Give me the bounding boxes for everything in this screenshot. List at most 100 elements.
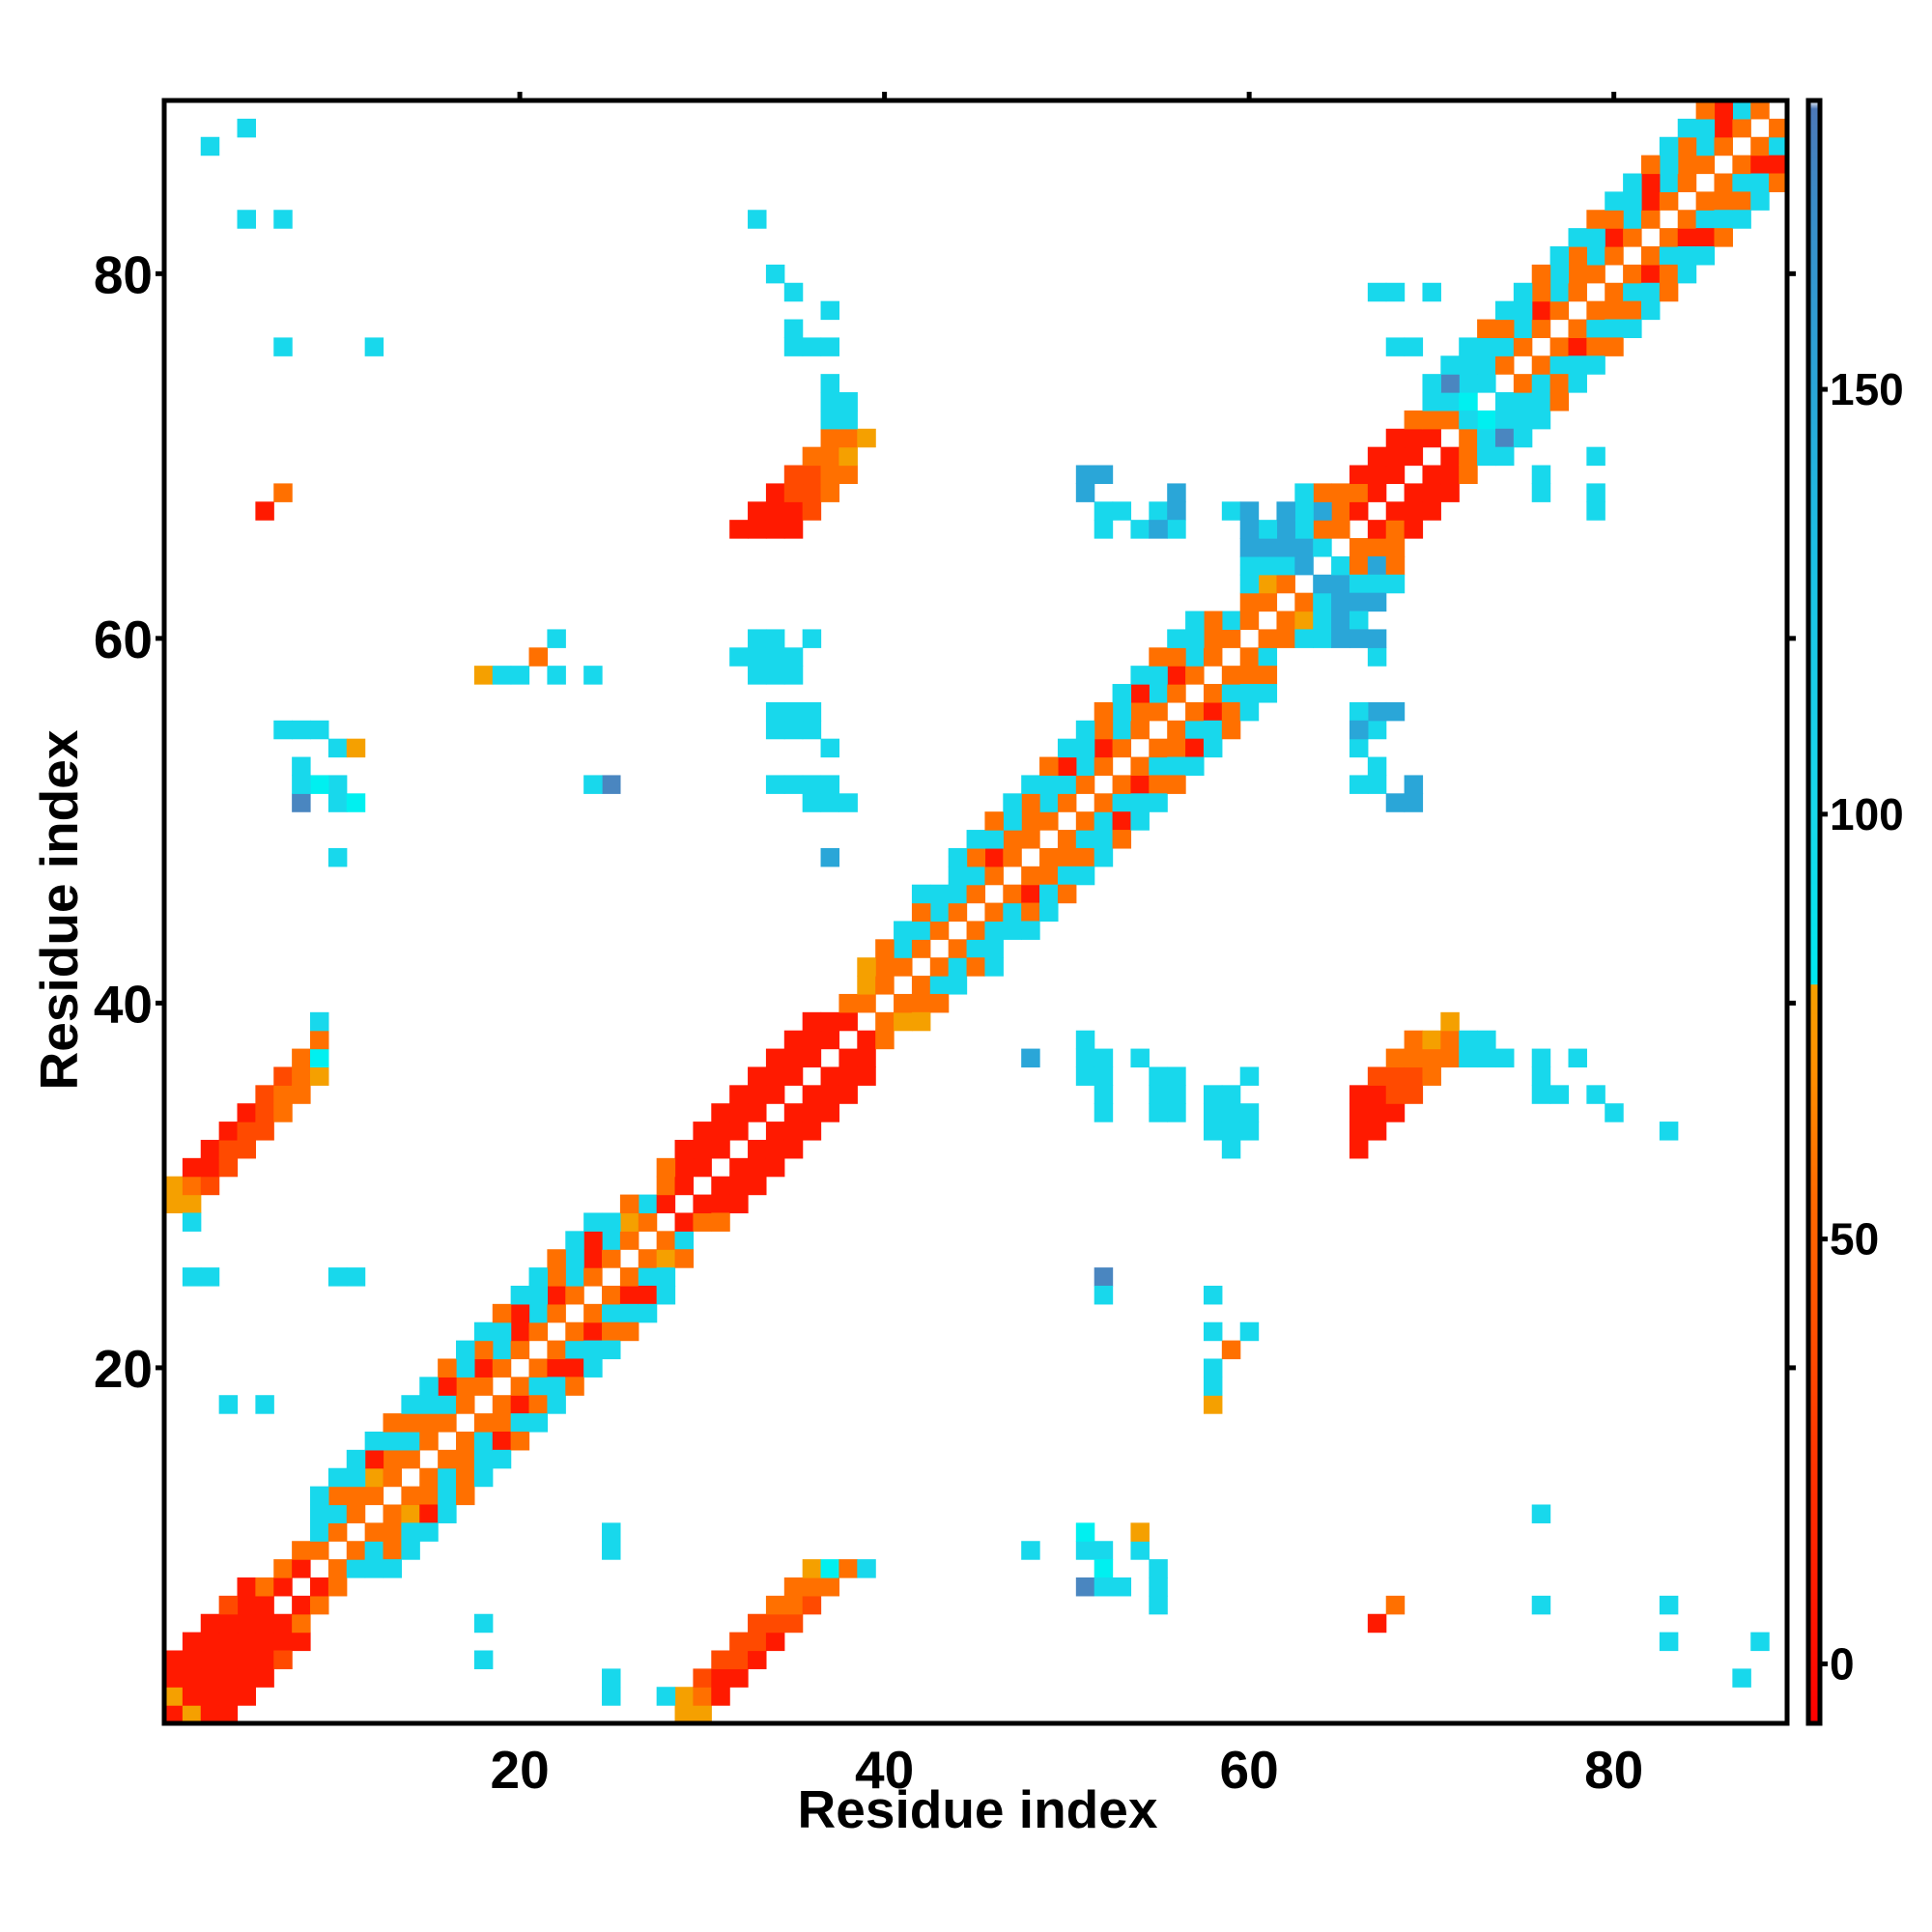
heatmap-cell <box>1477 319 1496 338</box>
heatmap-cell <box>1149 1066 1168 1086</box>
heatmap-cell <box>1294 592 1314 612</box>
heatmap-cell <box>1331 574 1350 594</box>
heatmap-cell <box>875 957 895 977</box>
heatmap-cell <box>583 1321 603 1342</box>
heatmap-cell <box>1586 210 1605 229</box>
heatmap-cell <box>1039 866 1059 886</box>
heatmap-cell <box>200 1176 220 1196</box>
heatmap-cell <box>1367 647 1387 667</box>
heatmap-cell <box>1477 355 1496 375</box>
heatmap-cell <box>1221 684 1241 703</box>
heatmap-cell <box>748 666 767 685</box>
heatmap-cell <box>1167 720 1186 740</box>
heatmap-cell <box>383 1559 402 1578</box>
heatmap-cell <box>456 1449 475 1469</box>
heatmap-cell <box>1349 1122 1369 1141</box>
heatmap-cell <box>1440 374 1460 393</box>
colorbar-gradient <box>1808 100 1820 1723</box>
heatmap-cell <box>401 1522 420 1542</box>
heatmap-cell <box>1239 1122 1260 1141</box>
heatmap-cell <box>1750 136 1770 156</box>
heatmap-cell <box>164 1687 184 1706</box>
heatmap-cell <box>1258 629 1278 648</box>
heatmap-cell <box>1167 629 1186 648</box>
heatmap-cell <box>911 902 931 923</box>
heatmap-cell <box>1167 647 1186 667</box>
heatmap-cell <box>255 1650 274 1669</box>
heatmap-cell <box>528 1377 549 1396</box>
heatmap-cell <box>1531 1595 1551 1615</box>
colorbar-tick-label: 100 <box>1830 789 1904 839</box>
heatmap-cell <box>1167 684 1186 703</box>
heatmap-cell <box>1003 884 1022 904</box>
heatmap-cell <box>1513 337 1533 356</box>
heatmap-cell <box>218 1395 239 1414</box>
heatmap-cell <box>1677 210 1697 229</box>
heatmap-cell <box>1258 538 1278 557</box>
heatmap-cell <box>838 392 858 412</box>
heatmap-cell <box>1185 720 1205 740</box>
heatmap-cell <box>419 1431 439 1451</box>
heatmap-cell <box>820 465 840 485</box>
heatmap-cell <box>565 1377 584 1396</box>
heatmap-cell <box>1367 1122 1387 1141</box>
heatmap-cell <box>693 1212 712 1232</box>
heatmap-cell <box>1112 720 1132 740</box>
heatmap-cell <box>547 666 566 685</box>
heatmap-cell <box>1094 1267 1114 1287</box>
heatmap-cell <box>1714 100 1733 120</box>
heatmap-cell <box>1258 666 1278 685</box>
heatmap-cell <box>1313 611 1332 631</box>
heatmap-cell <box>1605 246 1624 266</box>
heatmap-cell <box>783 337 804 356</box>
heatmap-cell <box>310 1522 329 1542</box>
heatmap-cell <box>510 1377 530 1396</box>
heatmap-cell <box>765 775 785 794</box>
heatmap-cell <box>1367 629 1387 648</box>
heatmap-cell <box>1732 191 1751 211</box>
heatmap-cell <box>1185 738 1205 758</box>
heatmap-cell <box>1549 374 1570 393</box>
heatmap-cell <box>838 993 858 1013</box>
heatmap-cell <box>1769 173 1788 192</box>
heatmap-cell <box>1094 1066 1114 1086</box>
heatmap-cell <box>1440 392 1460 412</box>
heatmap-cell <box>473 1467 494 1488</box>
heatmap-cell <box>1568 246 1587 266</box>
heatmap-cell <box>510 1321 530 1342</box>
heatmap-cell <box>1659 136 1679 156</box>
heatmap-cell <box>1203 1122 1223 1141</box>
heatmap-cell <box>1130 520 1150 539</box>
heatmap-cell <box>1440 410 1460 430</box>
heatmap-cell <box>1185 647 1205 667</box>
heatmap-cell <box>218 1650 239 1669</box>
heatmap-cell <box>748 210 767 229</box>
heatmap-cell <box>802 465 822 485</box>
heatmap-cell <box>473 1358 494 1378</box>
heatmap-cell <box>327 1467 348 1488</box>
heatmap-cell <box>1605 191 1624 211</box>
heatmap-cell <box>1149 666 1168 685</box>
heatmap-cell <box>1640 264 1661 284</box>
heatmap-cell <box>164 1176 184 1196</box>
heatmap-cell <box>1714 173 1733 192</box>
heatmap-cell <box>1769 155 1788 175</box>
heatmap-cell <box>237 1139 256 1159</box>
heatmap-cell <box>1149 1577 1168 1597</box>
heatmap-cell <box>401 1541 420 1560</box>
heatmap-cell <box>292 1559 311 1578</box>
heatmap-cell <box>1477 374 1496 393</box>
heatmap-cell <box>894 939 913 958</box>
heatmap-cell <box>1677 136 1697 156</box>
heatmap-cell <box>346 1486 366 1506</box>
heatmap-cell <box>729 1085 749 1104</box>
heatmap-cell <box>456 1395 475 1414</box>
heatmap-cell <box>966 957 986 977</box>
heatmap-cell <box>1149 684 1168 703</box>
heatmap-cell <box>255 1103 274 1122</box>
heatmap-cell <box>1149 738 1168 758</box>
heatmap-cell <box>1221 1139 1241 1159</box>
heatmap-cell <box>1039 884 1059 904</box>
colorbar-tick-label: 50 <box>1830 1214 1879 1264</box>
heatmap-cell <box>1167 666 1186 685</box>
